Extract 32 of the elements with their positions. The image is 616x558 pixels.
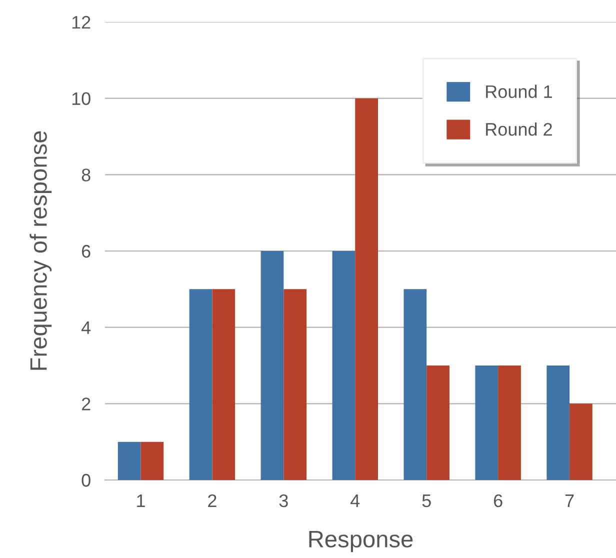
x-axis-title: Response [309,531,413,552]
bar [284,289,307,480]
bar [404,289,427,480]
y-tick-label: 2 [82,398,90,410]
x-tick-label: 1 [137,494,145,507]
bar [570,404,592,480]
bar [475,366,498,480]
y-tick-label: 0 [82,474,90,487]
y-axis-title: Frequency of response [30,131,52,370]
bar [212,289,236,480]
x-tick-label: 4 [350,494,360,507]
bar [546,366,570,480]
bar [189,289,212,480]
legend-label: Round 1 [486,84,552,98]
x-tick-label: 7 [565,494,574,507]
bar [498,366,521,480]
x-tick-label: 3 [279,494,288,508]
bar [260,251,284,480]
x-tick-label: 2 [208,494,216,507]
y-tick-label: 6 [82,244,90,258]
bar [426,366,450,480]
bar [332,251,356,480]
y-tick-label: 12 [72,16,90,29]
bar [355,98,378,480]
y-tick-label: 8 [82,168,90,182]
bar [140,442,164,480]
x-tick-label: 6 [494,494,502,508]
bar [118,442,141,480]
x-tick-label: 5 [422,494,431,508]
legend-label: Round 2 [486,122,552,136]
y-tick-label: 4 [81,321,91,334]
y-tick-label: 10 [72,92,90,106]
